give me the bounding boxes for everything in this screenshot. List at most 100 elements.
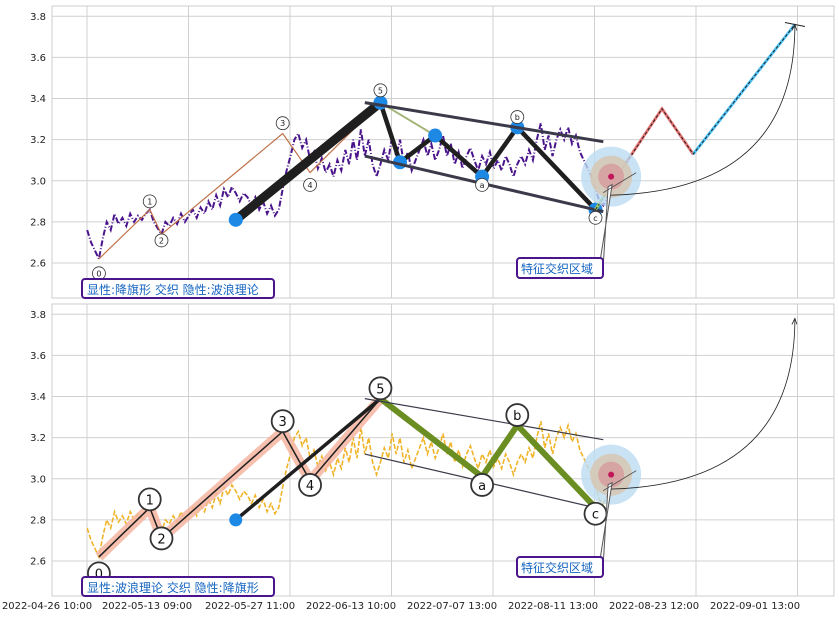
correction-line bbox=[378, 101, 598, 212]
target-arc bbox=[611, 24, 796, 196]
bottom-zone-label: 特征交织区域 bbox=[521, 560, 593, 575]
bottom-price-line bbox=[86, 421, 612, 560]
wave-label-text: 0 bbox=[95, 567, 103, 582]
y-tick-label: 2.6 bbox=[30, 259, 46, 270]
top-grid bbox=[52, 6, 834, 298]
bottom-zone-label-box: 特征交织区域 bbox=[516, 556, 604, 578]
wave-label-text: c bbox=[592, 508, 599, 523]
price-series-line bbox=[86, 421, 612, 560]
wave-label-circle bbox=[510, 110, 525, 124]
top-wave-labels: 0 1 2 3 4 5 a b c bbox=[92, 83, 603, 281]
price-series-line bbox=[86, 122, 613, 263]
pivot-marker bbox=[228, 212, 243, 227]
wave-label-circle bbox=[475, 178, 490, 192]
y-tick-label: 3.2 bbox=[30, 433, 46, 444]
y-tick-label: 3.4 bbox=[30, 392, 46, 403]
wave-label-text: b bbox=[515, 113, 520, 122]
top-price-line bbox=[86, 122, 613, 263]
zone-core bbox=[608, 471, 615, 478]
y-tick-label: 2.6 bbox=[30, 557, 46, 568]
y-tick-label: 3.2 bbox=[30, 135, 46, 146]
wave-label-text: c bbox=[593, 214, 597, 223]
wave-label-text: 2 bbox=[157, 532, 165, 547]
wave-label-circle bbox=[275, 116, 290, 131]
bottom-panel: 2.6 2.8 3.0 3.2 3.4 3.6 3.8 0 1 2 3 4 5 a b c 显性:波浪理论 … bbox=[30, 303, 835, 597]
x-tick-label: 2022-08-11 13:00 bbox=[508, 601, 598, 612]
wave-label-text: a bbox=[478, 479, 486, 494]
top-y-ticks: 2.6 2.8 3.0 3.2 3.4 3.6 3.8 bbox=[30, 12, 46, 270]
x-tick-label: 2022-05-27 11:00 bbox=[205, 601, 295, 612]
x-axis-ticks: 2022-04-26 10:00 2022-05-13 09:00 2022-05-… bbox=[2, 601, 800, 612]
wave-label-text: 3 bbox=[279, 415, 287, 430]
channel-upper-line bbox=[364, 101, 604, 144]
bottom-wave-labels: 0 1 2 3 4 5 a b c bbox=[87, 376, 608, 586]
wave-label-text: 4 bbox=[306, 479, 314, 494]
x-tick-label: 2022-09-01 13:00 bbox=[710, 601, 800, 612]
x-tick-label: 2022-05-13 09:00 bbox=[102, 601, 192, 612]
correction-abc-line bbox=[378, 396, 598, 510]
bottom-feature-zone bbox=[581, 317, 798, 566]
impulse-line bbox=[231, 98, 385, 225]
y-tick-label: 3.0 bbox=[30, 176, 46, 187]
target-arc bbox=[611, 318, 796, 490]
zone-core bbox=[608, 173, 615, 180]
y-tick-label: 3.8 bbox=[30, 310, 46, 321]
wave-label-text: 1 bbox=[147, 197, 152, 206]
wave-label-text: 4 bbox=[308, 181, 313, 190]
wave-label-text: 0 bbox=[96, 269, 101, 278]
wave-label-text: 1 bbox=[146, 493, 154, 508]
y-tick-label: 3.6 bbox=[30, 53, 46, 64]
wave-12345-line bbox=[98, 102, 381, 260]
y-tick-label: 2.8 bbox=[30, 217, 46, 228]
wave-label-circle bbox=[270, 409, 295, 434]
projection-seg-2 bbox=[692, 23, 797, 156]
y-tick-label: 3.0 bbox=[30, 474, 46, 485]
bottom-legend-text: 显性:波浪理论 交织 隐性:降旗形 bbox=[87, 580, 259, 595]
channel-upper-line bbox=[364, 398, 604, 441]
top-wave-lines bbox=[98, 95, 603, 260]
target-arc-arrowhead bbox=[791, 317, 798, 325]
wave-label-text: 2 bbox=[159, 236, 164, 245]
wave-label-circle bbox=[298, 473, 322, 497]
x-tick-label: 2022-08-23 12:00 bbox=[609, 601, 699, 612]
top-panel: 2.6 2.8 3.0 3.2 3.4 3.6 3.8 0 1 2 3 4 5 a b c 显性:降旗形 交… bbox=[30, 5, 835, 299]
bottom-y-ticks: 2.6 2.8 3.0 3.2 3.4 3.6 3.8 bbox=[30, 310, 46, 568]
wave-label-circle bbox=[142, 194, 157, 209]
wave-label-text: 5 bbox=[376, 382, 384, 397]
x-tick-label: 2022-04-26 10:00 bbox=[2, 601, 92, 612]
top-plot-frame bbox=[51, 5, 835, 299]
wave-label-circle bbox=[303, 178, 317, 192]
top-legend-text: 显性:降旗形 交织 隐性:波浪理论 bbox=[87, 282, 259, 297]
wave-label-circle bbox=[470, 473, 495, 497]
wave-12345-line bbox=[98, 398, 381, 558]
pivot-marker bbox=[373, 95, 388, 110]
target-arc-arrowhead bbox=[791, 23, 798, 31]
bottom-legend-box: 显性:波浪理论 交织 隐性:降旗形 bbox=[81, 576, 275, 597]
y-tick-label: 3.6 bbox=[30, 351, 46, 362]
wave-label-circle bbox=[368, 376, 393, 401]
wave-label-text: a bbox=[480, 181, 485, 190]
wave-label-circle bbox=[137, 487, 162, 512]
wave-label-circle bbox=[149, 526, 174, 551]
wave-label-text: 3 bbox=[280, 119, 285, 128]
y-tick-label: 2.8 bbox=[30, 515, 46, 526]
pivot-marker bbox=[229, 513, 243, 527]
x-tick-label: 2022-06-13 10:00 bbox=[306, 601, 396, 612]
wave-label-circle bbox=[373, 83, 388, 98]
top-zone-label: 特征交织区域 bbox=[521, 261, 593, 276]
wave-label-circle bbox=[588, 210, 603, 225]
zone-tick-line bbox=[602, 470, 637, 492]
impulse-line bbox=[234, 397, 382, 522]
x-tick-label: 2022-07-07 13:00 bbox=[407, 601, 497, 612]
wave-label-circle bbox=[154, 233, 169, 248]
wave-label-text: 5 bbox=[378, 86, 383, 95]
y-tick-label: 3.4 bbox=[30, 94, 46, 105]
pivot-marker bbox=[428, 128, 443, 143]
bottom-wave-lines bbox=[95, 395, 598, 561]
wave-label-circle bbox=[505, 403, 530, 427]
y-tick-label: 3.8 bbox=[30, 12, 46, 23]
top-legend-box: 显性:降旗形 交织 隐性:波浪理论 bbox=[81, 278, 275, 299]
top-feature-zone bbox=[581, 23, 798, 268]
